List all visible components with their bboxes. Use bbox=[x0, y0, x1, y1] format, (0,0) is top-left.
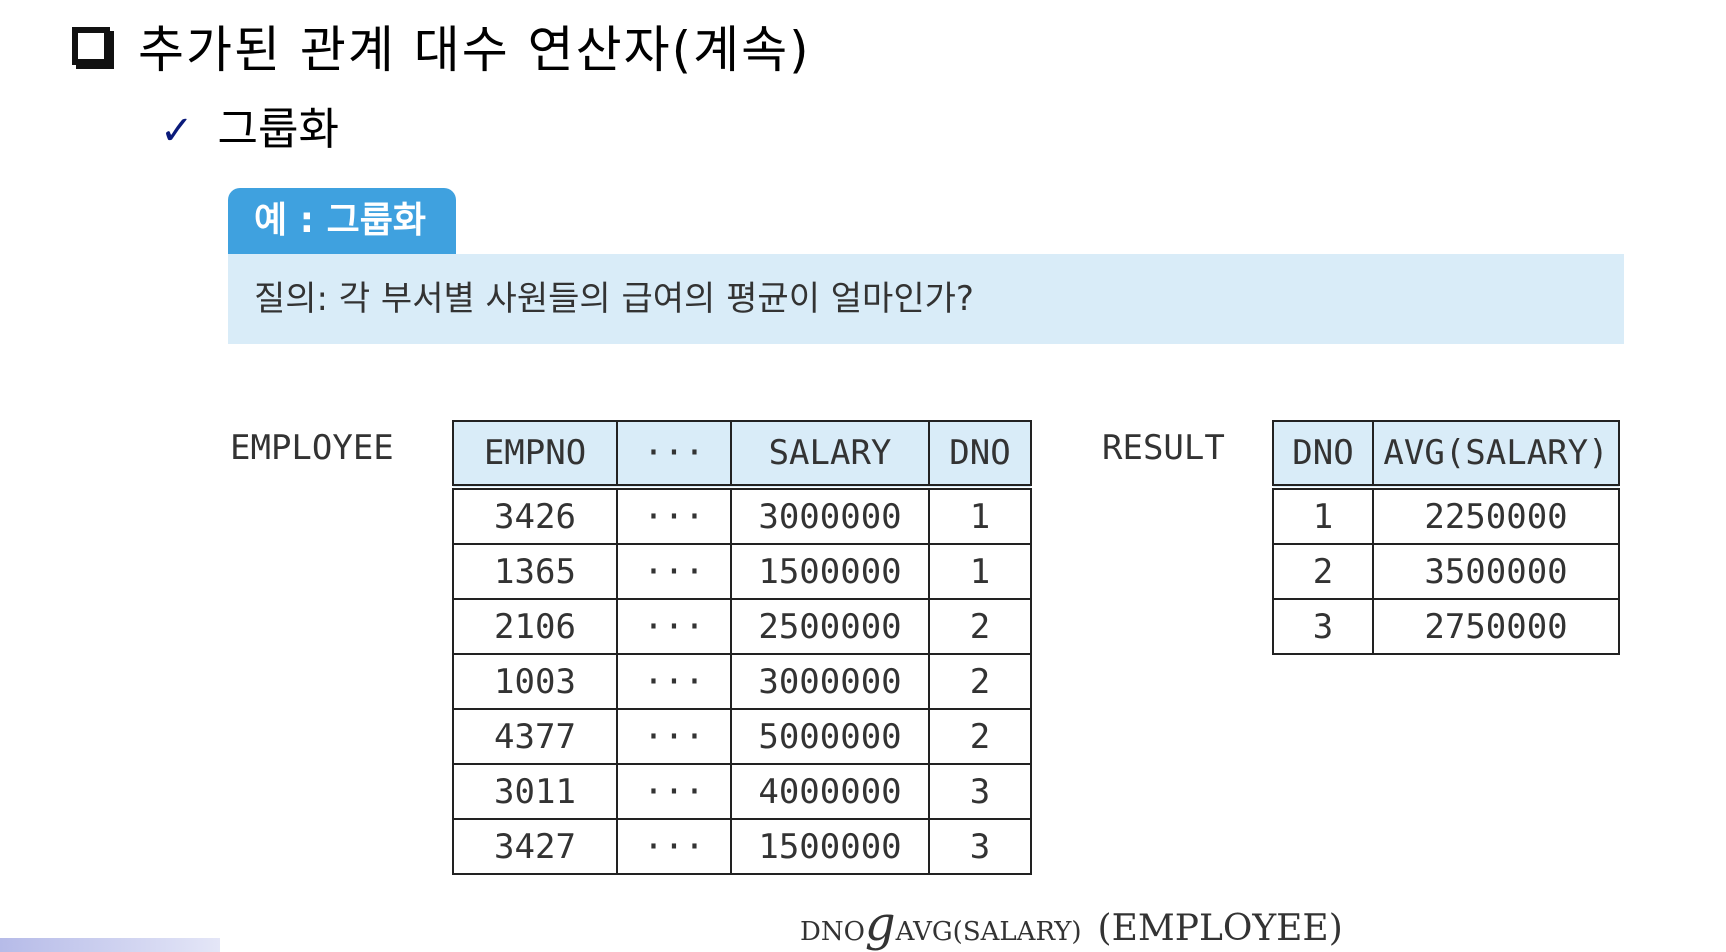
result-header-cell: AVG(SALARY) bbox=[1372, 420, 1620, 488]
employee-header-cell: EMPNO bbox=[452, 420, 618, 488]
result-row-cell: 3500000 bbox=[1372, 543, 1620, 600]
employee-row-cell: 4377 bbox=[452, 708, 618, 765]
employee-row-cell: ··· bbox=[616, 708, 732, 765]
result-row: 3 2750000 bbox=[1272, 598, 1620, 655]
result-row-cell: 2250000 bbox=[1372, 486, 1620, 545]
employee-row-cell: 1500000 bbox=[730, 818, 930, 875]
formula-operator: g bbox=[864, 896, 896, 952]
employee-row-cell: 2 bbox=[928, 598, 1032, 655]
result-row-cell: 1 bbox=[1272, 486, 1374, 545]
employee-row-cell: 3426 bbox=[452, 486, 618, 545]
employee-row-cell: ··· bbox=[616, 486, 732, 545]
formula-group-attr: DNO bbox=[800, 917, 865, 947]
result-row-cell: 2 bbox=[1272, 543, 1374, 600]
employee-row-cell: 1003 bbox=[452, 653, 618, 710]
employee-row-cell: 2500000 bbox=[730, 598, 930, 655]
employee-row-cell: 3000000 bbox=[730, 653, 930, 710]
employee-header-cell: DNO bbox=[928, 420, 1032, 488]
employee-row-cell: 1365 bbox=[452, 543, 618, 600]
employee-row-cell: 1 bbox=[928, 543, 1032, 600]
formula-argument: (EMPLOYEE) bbox=[1097, 908, 1343, 949]
example-tab: 예 : 그룹화 bbox=[228, 188, 456, 254]
employee-label: EMPLOYEE bbox=[230, 428, 394, 468]
employee-row-cell: 4000000 bbox=[730, 763, 930, 820]
formula-function: AVG(SALARY) bbox=[895, 917, 1082, 947]
result-row: 2 3500000 bbox=[1272, 543, 1620, 600]
query-box: 질의: 각 부서별 사원들의 급여의 평균이 얼마인가? bbox=[228, 254, 1624, 344]
employee-row-cell: 2 bbox=[928, 708, 1032, 765]
employee-header-cell: SALARY bbox=[730, 420, 930, 488]
decorative-bottom-bar bbox=[0, 938, 220, 952]
square-bullet-icon bbox=[72, 27, 110, 65]
employee-row-cell: 3 bbox=[928, 818, 1032, 875]
slide-title-text: 추가된 관계 대수 연산자(계속) bbox=[138, 21, 811, 79]
sub-heading-text: 그룹화 bbox=[217, 104, 339, 155]
result-label: RESULT bbox=[1102, 428, 1225, 468]
employee-row-cell: ··· bbox=[616, 818, 732, 875]
result-row: 1 2250000 bbox=[1272, 486, 1620, 545]
employee-row-cell: 3000000 bbox=[730, 486, 930, 545]
result-header-row: DNO AVG(SALARY) bbox=[1272, 420, 1620, 488]
employee-row-cell: ··· bbox=[616, 653, 732, 710]
grouping-formula: DNOgAVG(SALARY) (EMPLOYEE) bbox=[800, 896, 1343, 952]
employee-row-cell: 3427 bbox=[452, 818, 618, 875]
result-table: DNO AVG(SALARY) 1 2250000 2 3500000 3 2750000 bbox=[1272, 420, 1620, 655]
employee-row-cell: ··· bbox=[616, 598, 732, 655]
result-row-cell: 3 bbox=[1272, 598, 1374, 655]
employee-row: 3427 ··· 1500000 3 bbox=[452, 818, 1032, 875]
employee-row-cell: ··· bbox=[616, 763, 732, 820]
result-header-cell: DNO bbox=[1272, 420, 1374, 488]
employee-row-cell: 2106 bbox=[452, 598, 618, 655]
employee-row-cell: ··· bbox=[616, 543, 732, 600]
employee-row-cell: 2 bbox=[928, 653, 1032, 710]
employee-row: 4377 ··· 5000000 2 bbox=[452, 708, 1032, 765]
employee-row-cell: 1500000 bbox=[730, 543, 930, 600]
sub-heading: ✓ 그룹화 bbox=[160, 98, 339, 163]
employee-header-row: EMPNO ··· SALARY DNO bbox=[452, 420, 1032, 488]
employee-row-cell: 1 bbox=[928, 486, 1032, 545]
employee-row: 3426 ··· 3000000 1 bbox=[452, 486, 1032, 545]
employee-row: 1365 ··· 1500000 1 bbox=[452, 543, 1032, 600]
employee-row-cell: 3 bbox=[928, 763, 1032, 820]
employee-row: 3011 ··· 4000000 3 bbox=[452, 763, 1032, 820]
employee-row: 1003 ··· 3000000 2 bbox=[452, 653, 1032, 710]
employee-header-cell: ··· bbox=[616, 420, 732, 488]
employee-table: EMPNO ··· SALARY DNO 3426 ··· 3000000 1 1365… bbox=[452, 420, 1032, 875]
result-row-cell: 2750000 bbox=[1372, 598, 1620, 655]
slide-title: 추가된 관계 대수 연산자(계속) bbox=[72, 18, 811, 82]
employee-row: 2106 ··· 2500000 2 bbox=[452, 598, 1032, 655]
employee-row-cell: 3011 bbox=[452, 763, 618, 820]
check-mark-icon: ✓ bbox=[160, 108, 194, 154]
employee-row-cell: 5000000 bbox=[730, 708, 930, 765]
